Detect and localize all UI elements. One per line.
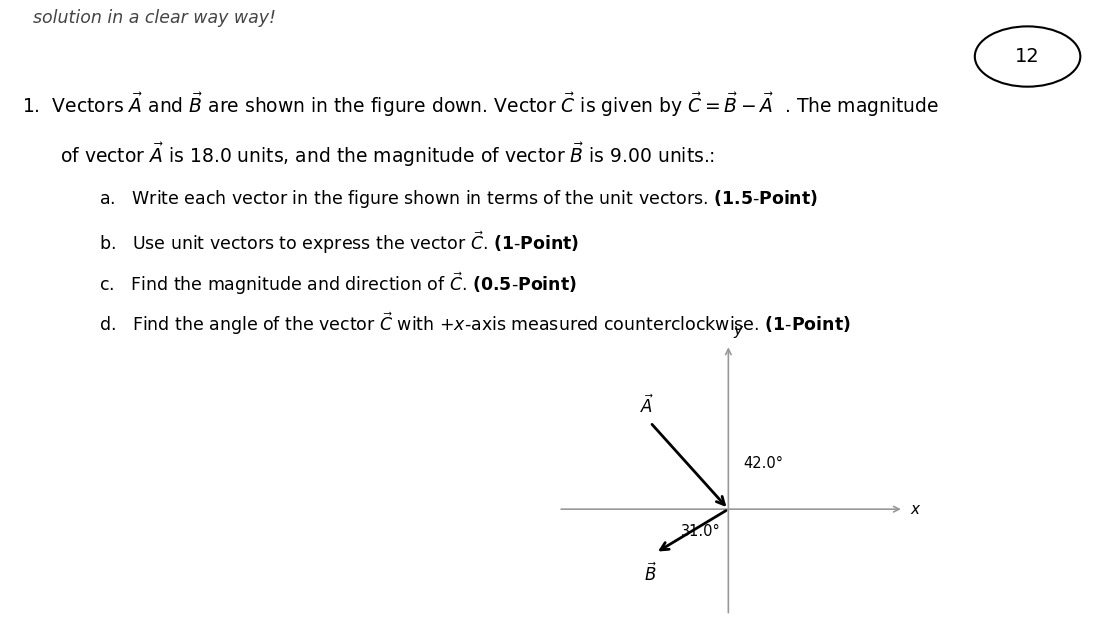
- Text: 42.0°: 42.0°: [743, 457, 784, 472]
- Text: $\vec{B}$: $\vec{B}$: [644, 563, 657, 585]
- Text: 31.0°: 31.0°: [680, 524, 720, 539]
- Text: $y$: $y$: [733, 324, 744, 340]
- Text: d.   Find the angle of the vector $\vec{C}$ with $+x$-axis measured counterclock: d. Find the angle of the vector $\vec{C}…: [99, 311, 851, 337]
- Text: 1.  Vectors $\vec{A}$ and $\vec{B}$ are shown in the figure down. Vector $\vec{C: 1. Vectors $\vec{A}$ and $\vec{B}$ are s…: [22, 91, 940, 119]
- Text: solution in a clear way way!: solution in a clear way way!: [33, 9, 276, 28]
- Text: b.   Use unit vectors to express the vector $\vec{C}$. $\mathbf{(1\text{-}Point): b. Use unit vectors to express the vecto…: [99, 229, 579, 256]
- Text: $x$: $x$: [910, 502, 922, 517]
- Text: c.   Find the magnitude and direction of $\vec{C}$. $\mathbf{(0.5\text{-}Point)}: c. Find the magnitude and direction of $…: [99, 270, 577, 296]
- Text: 12: 12: [1015, 47, 1040, 66]
- Text: of vector $\vec{A}$ is 18.0 units, and the magnitude of vector $\vec{B}$ is 9.00: of vector $\vec{A}$ is 18.0 units, and t…: [60, 141, 715, 170]
- Text: a.   Write each vector in the figure shown in terms of the unit vectors. $\mathb: a. Write each vector in the figure shown…: [99, 188, 818, 210]
- Text: $\vec{A}$: $\vec{A}$: [641, 394, 655, 417]
